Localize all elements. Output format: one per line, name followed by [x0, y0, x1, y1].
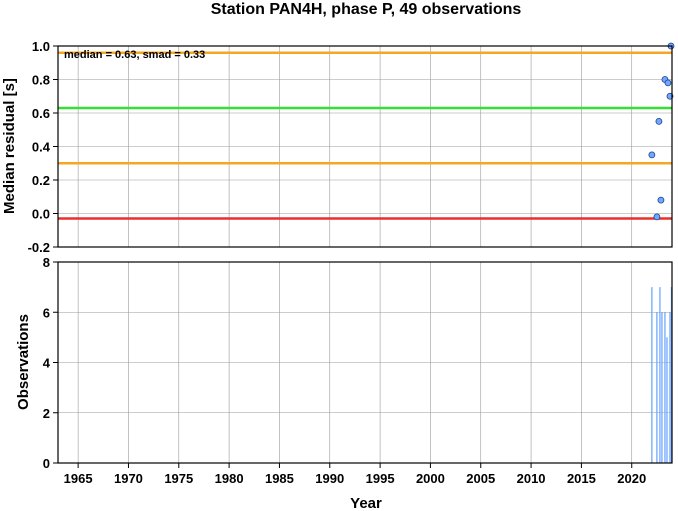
residual-points: [648, 42, 675, 221]
residual-reference-lines: [58, 51, 672, 220]
y-tick-label: 6: [43, 305, 50, 320]
residual-point: [657, 196, 665, 204]
x-tick-label: 2010: [517, 471, 546, 486]
y-tick-label: 0.0: [32, 207, 50, 222]
y-tick-label: 1.0: [32, 39, 50, 54]
observations-bars: [651, 287, 673, 463]
x-tick-label: 1995: [366, 471, 395, 486]
y-tick-label: 0: [43, 456, 50, 471]
median-smad-annotation: median = 0.63, smad = 0.33: [64, 49, 205, 61]
chart-title: Station PAN4H, phase P, 49 observations: [211, 1, 522, 18]
observations-panel: 0 2 4 6 8 1965 1970 1975 1980 1985 1990 1995 2000 20…: [15, 255, 673, 511]
observations-y-ticks: 0 2 4 6 8: [43, 255, 58, 471]
x-tick-label: 1980: [215, 471, 244, 486]
y-tick-label: 0.6: [32, 106, 50, 121]
x-tick-label: 1975: [164, 471, 193, 486]
residual-point: [653, 213, 661, 221]
y-tick-label: 0.2: [32, 173, 50, 188]
observations-y-axis-label: Observations: [15, 314, 32, 410]
x-tick-label: 2020: [617, 471, 646, 486]
x-tick-label: 2015: [567, 471, 596, 486]
observations-x-ticks: 1965 1970 1975 1980 1985 1990 1995 2000 2005 2010…: [64, 463, 646, 486]
x-tick-label: 1990: [315, 471, 344, 486]
residual-grid: [58, 45, 672, 248]
y-tick-label: 0.4: [32, 140, 51, 155]
residual-point: [664, 79, 672, 87]
observations-grid: [58, 261, 672, 464]
y-tick-label: 0.8: [32, 73, 50, 88]
residual-y-axis-label: Median residual [s]: [1, 78, 18, 214]
y-tick-label: -0.2: [28, 240, 50, 255]
residual-point: [655, 117, 663, 125]
x-tick-label: 1970: [114, 471, 143, 486]
residual-panel: -0.2 0.0 0.2 0.4 0.6 0.8 1.0 median = 0.63, sm…: [1, 39, 675, 255]
x-tick-label: 1965: [64, 471, 93, 486]
x-tick-label: 2000: [416, 471, 445, 486]
residual-point: [648, 151, 656, 159]
y-tick-label: 4: [43, 356, 51, 371]
x-axis-label: Year: [350, 495, 382, 511]
x-tick-label: 2005: [466, 471, 495, 486]
y-tick-label: 2: [43, 406, 50, 421]
y-tick-label: 8: [43, 255, 50, 270]
residual-y-ticks: -0.2 0.0 0.2 0.4 0.6 0.8 1.0: [28, 39, 58, 255]
x-tick-label: 1985: [265, 471, 294, 486]
